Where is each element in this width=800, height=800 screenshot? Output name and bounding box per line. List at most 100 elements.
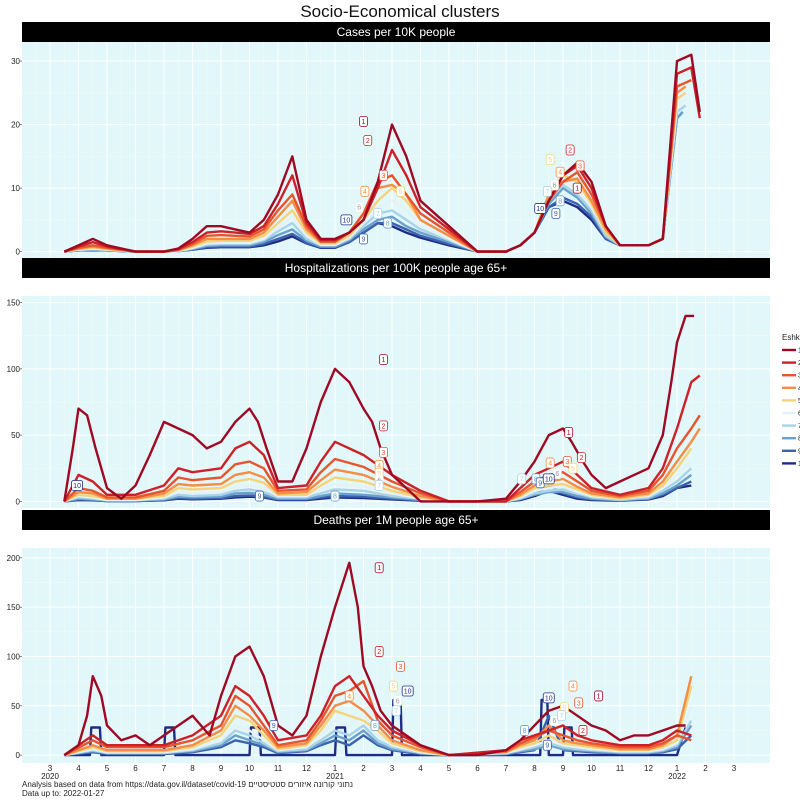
series-label-box xyxy=(572,182,582,194)
legend-label-5: 5 xyxy=(798,398,800,405)
x-tick-label: 6 xyxy=(475,764,480,773)
legend-label-1: 1 xyxy=(798,348,800,355)
legend-label-3: 3 xyxy=(798,373,800,380)
x-tick-label: 1 xyxy=(675,764,680,773)
series-label-box xyxy=(574,697,584,709)
series-label-text: 7 xyxy=(377,483,381,490)
y-tick-label: 20 xyxy=(11,121,20,130)
x-tick-label: 4 xyxy=(76,764,81,773)
series-label: 7 xyxy=(542,185,552,197)
series-label-text: 2 xyxy=(568,148,572,155)
series-label-text: 5 xyxy=(391,684,395,691)
series-label-box xyxy=(374,646,384,657)
series-label: 5 xyxy=(545,154,555,165)
series-label-text: 7 xyxy=(520,476,524,483)
series-label: 10 xyxy=(71,480,83,491)
series-label-box xyxy=(577,452,586,464)
series-label: 10 xyxy=(534,203,547,214)
series-label: 2 xyxy=(374,646,384,657)
series-label-box xyxy=(396,660,405,672)
series-line-7 xyxy=(63,467,693,503)
series-label: 6 xyxy=(552,468,562,479)
series-label-text: 10 xyxy=(545,695,553,702)
series-line-3 xyxy=(63,679,692,757)
series-label-box xyxy=(401,685,414,697)
x-tick-label: 2 xyxy=(361,764,366,773)
panel-strip xyxy=(22,258,770,278)
series-label: 9 xyxy=(551,208,561,219)
series-label-box xyxy=(545,457,555,469)
series-label-text: 2 xyxy=(381,423,385,430)
legend-label-10: 10 xyxy=(798,461,800,468)
panel-strip xyxy=(22,510,770,530)
x-tick-label: 3 xyxy=(732,764,737,773)
series-line-1 xyxy=(63,561,686,757)
x-tick-label: 5 xyxy=(447,764,452,773)
series-label-box xyxy=(391,705,401,717)
series-label-box xyxy=(568,462,578,474)
series-label: 2 xyxy=(379,420,388,432)
series-label: 10 xyxy=(542,692,555,704)
series-label-text: 7 xyxy=(545,189,549,196)
series-label-text: 7 xyxy=(376,211,380,218)
series-label-text: 9 xyxy=(554,211,558,218)
x-tick-label: 10 xyxy=(587,764,596,773)
footer-date: Data up to: 2022-01-27 xyxy=(22,789,105,798)
y-tick-label: 150 xyxy=(7,299,21,308)
series-label-box xyxy=(374,562,384,574)
series-label: 2 xyxy=(363,135,373,146)
x-tick-label: 3 xyxy=(390,764,395,773)
series-label-box xyxy=(552,468,562,479)
x-year-label: 2022 xyxy=(668,772,686,781)
series-label-text: 5 xyxy=(562,705,566,712)
series-label: 2 xyxy=(578,725,588,736)
series-label-box xyxy=(542,473,555,485)
series-label: 6 xyxy=(550,715,559,726)
series-label-box xyxy=(374,480,384,491)
x-tick-label: 1 xyxy=(333,764,338,773)
series-label-box xyxy=(517,473,527,485)
series-label-text: 8 xyxy=(386,221,390,228)
series-label-box xyxy=(344,690,354,702)
series-label: 1 xyxy=(359,116,368,127)
series-label-box xyxy=(568,680,578,692)
series-label: 3 xyxy=(379,446,388,458)
y-tick-label: 0 xyxy=(16,751,21,760)
series-label: 8 xyxy=(330,490,340,502)
series-label-text: 10 xyxy=(536,206,544,213)
series-label-box xyxy=(360,185,370,197)
series-label: 7 xyxy=(374,480,384,491)
series-label-text: 2 xyxy=(581,728,585,735)
series-label: 5 xyxy=(396,185,405,197)
series-label-box xyxy=(379,354,388,366)
panel-2: Hospitalizations per 100K people age 65+… xyxy=(7,258,770,528)
series-label-text: 8 xyxy=(333,494,337,501)
series-label-box xyxy=(373,208,383,219)
panel-strip xyxy=(22,22,770,42)
series-label: 2 xyxy=(577,452,586,464)
y-tick-label: 200 xyxy=(7,554,21,563)
series-label-box xyxy=(575,160,585,172)
series-label-text: 5 xyxy=(399,189,403,196)
footer-source: Analysis based on data from https://data… xyxy=(22,780,353,789)
x-tick-label: 5 xyxy=(105,764,110,773)
series-label: 9 xyxy=(255,490,264,502)
series-label-text: 10 xyxy=(404,689,412,696)
series-label-text: 4 xyxy=(558,170,562,177)
series-label-text: 10 xyxy=(545,476,553,483)
series-label-text: 7 xyxy=(394,708,398,715)
series-label-text: 8 xyxy=(558,198,562,205)
chart-title: Socio-Economical clusters xyxy=(300,2,500,21)
series-label-text: 2 xyxy=(377,649,381,656)
series-label-text: 2 xyxy=(366,138,370,145)
series-label: 7 xyxy=(557,710,566,722)
series-label-text: 9 xyxy=(258,494,262,501)
series-label-text: 6 xyxy=(357,205,361,212)
series-label: 3 xyxy=(379,170,388,181)
series-label: 1 xyxy=(594,690,604,702)
series-label-text: 1 xyxy=(597,693,601,700)
series-label-box xyxy=(363,135,373,146)
series-line-6 xyxy=(63,460,693,503)
series-label-text: 6 xyxy=(552,182,556,189)
